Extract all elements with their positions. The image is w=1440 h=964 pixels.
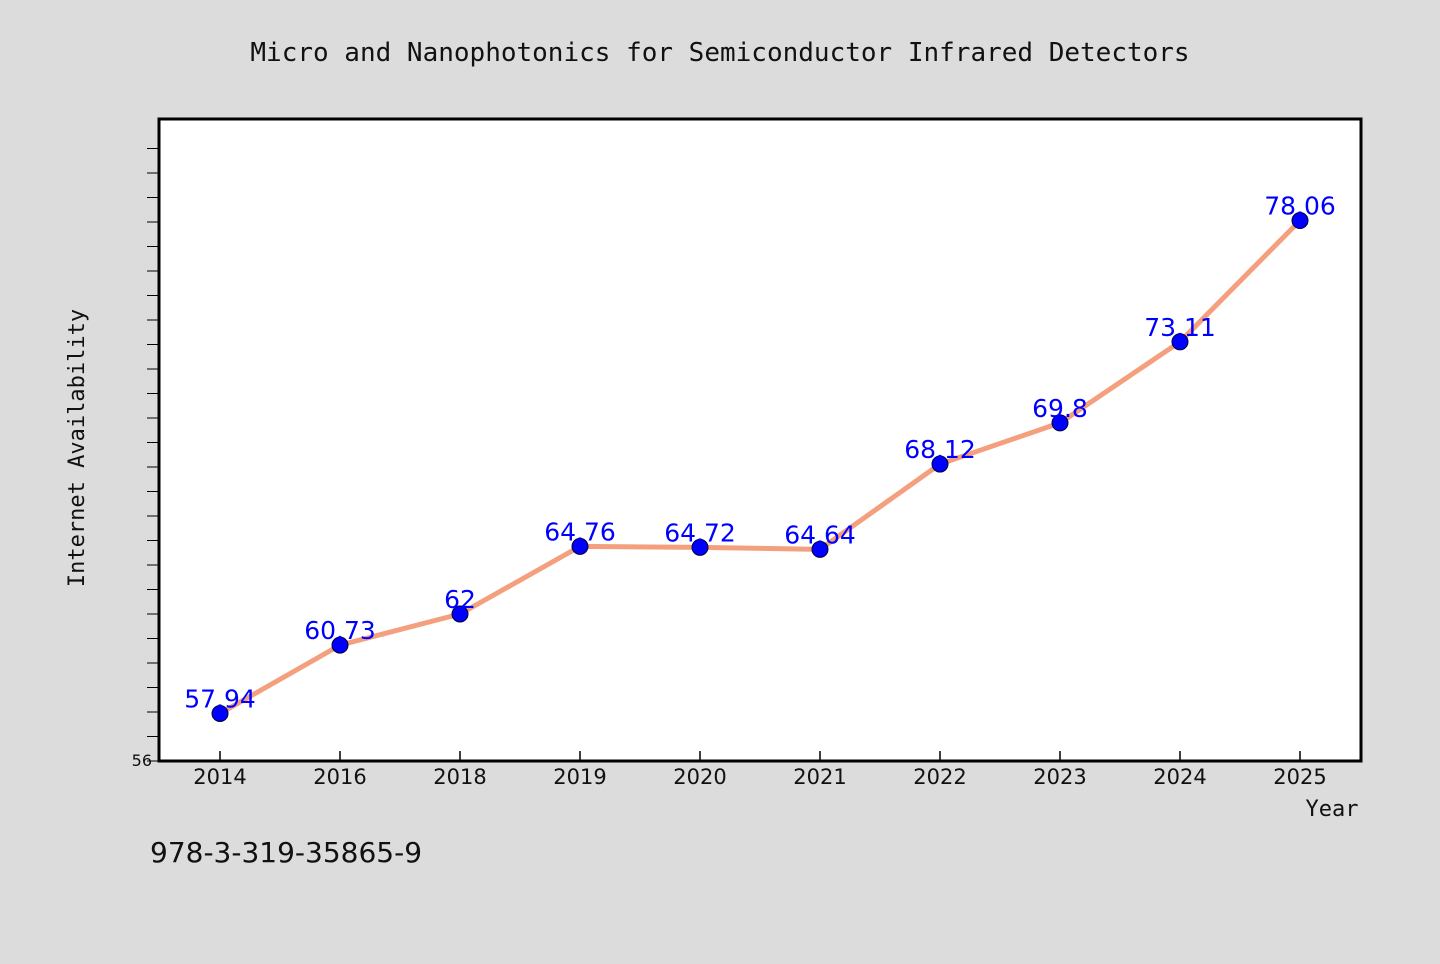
data-labels-group: 57.94 60.73 62 64.76 64.72 64.64 68.12 69.8 73.1… [184,192,1336,714]
x-axis-ticks: 2014 2016 2018 2019 2020 2021 2022 2023 2024 2025 [193,751,1327,789]
x-tick-label: 2022 [913,765,966,789]
x-tick-label: 2020 [673,765,726,789]
plot-area [157,117,1363,763]
data-point [211,704,229,722]
data-label: 68.12 [904,435,976,464]
data-point [691,538,709,556]
data-label: 78.06 [1264,192,1336,221]
data-label: 69.8 [1032,394,1088,423]
x-tick-label: 2018 [433,765,486,789]
y-tick-label: 56 [132,751,152,770]
x-tick-label: 2024 [1153,765,1206,789]
x-tick-label: 2019 [553,765,606,789]
data-label: 73.11 [1144,313,1216,342]
data-label: 60.73 [304,616,376,645]
data-point [571,537,589,555]
data-point [1171,333,1189,351]
data-point [811,540,829,558]
series-line [218,218,1302,716]
y-axis-label: Internet Availability [65,309,90,587]
data-point [451,605,469,623]
data-point [331,636,349,654]
y-axis-ticks: 56 [132,148,159,770]
data-label: 64.76 [544,517,616,546]
data-label: 62 [444,585,476,614]
x-tick-label: 2025 [1273,765,1326,789]
data-label: 64.64 [784,520,856,549]
series-group [211,212,1309,722]
chart-title: Micro and Nanophotonics for Semiconducto… [250,38,1189,68]
data-label: 57.94 [184,684,256,713]
data-label: 64.72 [664,518,736,547]
x-tick-label: 2014 [193,765,246,789]
x-tick-label: 2016 [313,765,366,789]
x-tick-label: 2021 [793,765,846,789]
data-point [1291,212,1309,230]
x-tick-label: 2023 [1033,765,1086,789]
data-point [931,455,949,473]
x-axis-label: Year [1306,797,1359,822]
footer-isbn: 978-3-319-35865-9 [150,836,422,869]
data-point [1051,414,1069,432]
